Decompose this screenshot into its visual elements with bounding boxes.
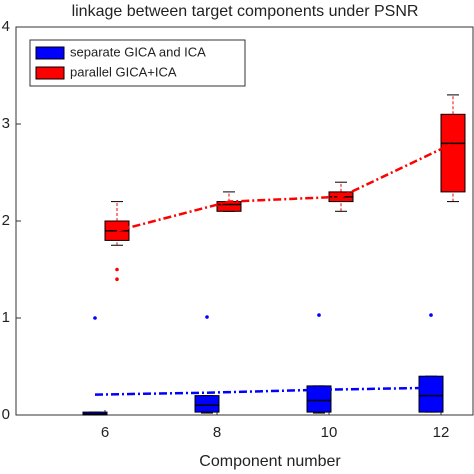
x-tick-label: 12 — [433, 424, 450, 441]
trend-line — [116, 142, 454, 232]
outlier — [429, 313, 433, 317]
outlier — [317, 313, 321, 317]
box — [194, 395, 220, 413]
y-tick-label: 2 — [2, 212, 10, 229]
y-tick-label: 1 — [2, 309, 10, 326]
trend-line — [94, 386, 432, 396]
outlier — [93, 316, 97, 320]
outlier — [205, 315, 209, 319]
x-tick-label: 8 — [213, 424, 221, 441]
outlier — [115, 267, 119, 272]
box — [440, 113, 466, 193]
x-tick-label: 6 — [101, 424, 109, 441]
chart-title: linkage between target components under … — [72, 3, 419, 20]
legend-label: parallel GICA+ICA — [70, 64, 177, 79]
box — [418, 375, 444, 413]
legend-label: separate GICA and ICA — [70, 44, 206, 59]
legend-box — [29, 39, 246, 87]
y-tick-label: 3 — [2, 115, 10, 132]
y-tick-label: 0 — [2, 406, 10, 423]
legend-swatch — [35, 66, 65, 80]
outlier — [115, 277, 119, 282]
x-axis-label: Component number — [199, 453, 341, 470]
y-tick-label: 4 — [2, 18, 10, 35]
legend-swatch — [35, 46, 65, 60]
x-tick-label: 10 — [321, 424, 338, 441]
